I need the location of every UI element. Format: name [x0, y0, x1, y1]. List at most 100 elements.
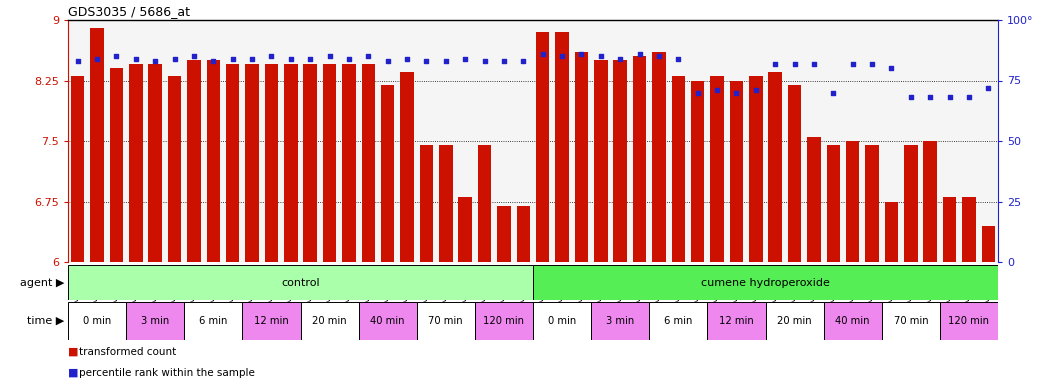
Text: ■: ■ [69, 368, 79, 378]
Point [244, 56, 261, 62]
Point [418, 58, 435, 64]
Text: 3 min: 3 min [606, 316, 634, 326]
Bar [358, 302, 416, 340]
Point [689, 89, 706, 96]
Point [535, 51, 551, 57]
Bar [243, 302, 300, 340]
Text: 0 min: 0 min [548, 316, 576, 326]
Bar [265, 65, 278, 262]
Text: percentile rank within the sample: percentile rank within the sample [79, 368, 255, 378]
Bar [419, 145, 433, 262]
Text: agent ▶: agent ▶ [20, 278, 64, 288]
Point [89, 56, 106, 62]
Point [844, 61, 861, 67]
Bar [613, 60, 627, 262]
Point [437, 58, 454, 64]
Bar [69, 302, 127, 340]
Point [553, 53, 570, 60]
Point [767, 61, 784, 67]
Point [457, 56, 473, 62]
Point [902, 94, 919, 101]
Bar [866, 145, 879, 262]
Point [399, 56, 415, 62]
Point [709, 87, 726, 93]
Bar [439, 145, 453, 262]
Bar [343, 65, 356, 262]
Bar [532, 302, 591, 340]
Point [573, 51, 590, 57]
Point [883, 65, 900, 71]
Text: 120 min: 120 min [949, 316, 989, 326]
Point [651, 53, 667, 60]
Text: 6 min: 6 min [199, 316, 227, 326]
Point [922, 94, 938, 101]
Bar [649, 302, 707, 340]
Text: ■: ■ [69, 347, 79, 357]
Point [224, 56, 241, 62]
Bar [591, 302, 649, 340]
Bar [768, 73, 782, 262]
Bar [982, 226, 995, 262]
Point [360, 53, 377, 60]
Point [593, 53, 609, 60]
Bar [323, 65, 336, 262]
Bar [808, 137, 821, 262]
Bar [187, 60, 200, 262]
Bar [939, 302, 998, 340]
Bar [381, 84, 394, 262]
Bar [245, 65, 258, 262]
Text: 70 min: 70 min [894, 316, 928, 326]
Bar [69, 265, 532, 300]
Bar [148, 65, 162, 262]
Point [128, 56, 144, 62]
Text: 3 min: 3 min [141, 316, 169, 326]
Bar [71, 76, 84, 262]
Bar [884, 202, 898, 262]
Point [980, 85, 996, 91]
Bar [826, 145, 840, 262]
Point [264, 53, 280, 60]
Bar [477, 145, 491, 262]
Bar [575, 52, 589, 262]
Bar [497, 205, 511, 262]
Point [340, 56, 357, 62]
Point [186, 53, 202, 60]
Bar [168, 76, 182, 262]
Bar [652, 52, 665, 262]
Bar [127, 302, 185, 340]
Point [302, 56, 319, 62]
Bar [517, 205, 530, 262]
Point [611, 56, 628, 62]
Bar [730, 81, 743, 262]
Point [728, 89, 744, 96]
Point [941, 94, 958, 101]
Point [786, 61, 802, 67]
Bar [672, 76, 685, 262]
Point [70, 58, 86, 64]
Bar [90, 28, 104, 262]
Text: 0 min: 0 min [83, 316, 111, 326]
Bar [401, 73, 414, 262]
Bar [361, 65, 375, 262]
Text: 12 min: 12 min [254, 316, 289, 326]
Point [321, 53, 337, 60]
Bar [185, 302, 243, 340]
Point [631, 51, 648, 57]
Text: control: control [281, 278, 320, 288]
Bar [459, 197, 472, 262]
Point [864, 61, 880, 67]
Bar [474, 302, 532, 340]
Point [495, 58, 512, 64]
Bar [555, 32, 569, 262]
Bar [416, 302, 474, 340]
Text: 20 min: 20 min [312, 316, 347, 326]
Point [747, 87, 764, 93]
Point [805, 61, 822, 67]
Text: time ▶: time ▶ [27, 316, 64, 326]
Bar [710, 76, 723, 262]
Bar [303, 65, 317, 262]
Point [108, 53, 125, 60]
Text: 40 min: 40 min [371, 316, 405, 326]
Point [515, 58, 531, 64]
Point [476, 58, 493, 64]
